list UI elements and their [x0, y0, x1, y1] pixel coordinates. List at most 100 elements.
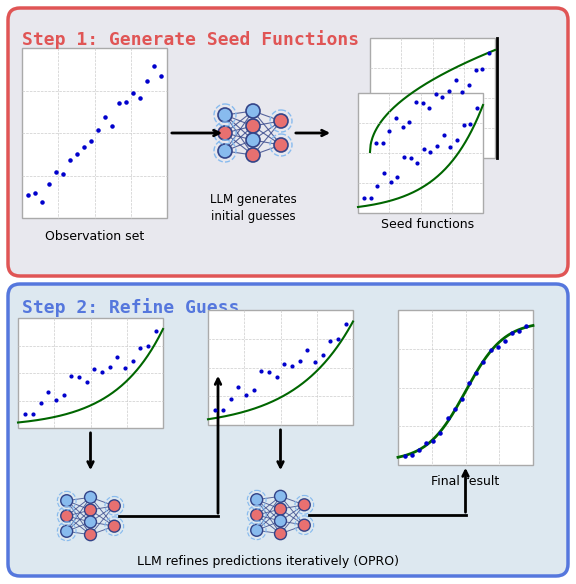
Point: [385, 126, 394, 135]
Point: [135, 93, 145, 102]
Point: [472, 369, 481, 378]
Point: [303, 346, 312, 355]
Circle shape: [275, 503, 286, 515]
Point: [120, 363, 130, 373]
Point: [500, 336, 509, 345]
Point: [451, 75, 460, 85]
Point: [142, 77, 151, 86]
Point: [310, 357, 320, 367]
Point: [464, 81, 473, 90]
Point: [257, 366, 266, 376]
Point: [264, 367, 274, 377]
Point: [406, 153, 415, 162]
Circle shape: [275, 515, 286, 527]
Point: [373, 181, 382, 190]
Point: [459, 121, 468, 130]
Point: [380, 169, 389, 178]
Point: [108, 121, 117, 130]
Point: [433, 142, 442, 151]
Point: [439, 130, 448, 140]
Point: [280, 359, 289, 369]
Circle shape: [274, 138, 288, 152]
Text: Step 2: Refine Guess: Step 2: Refine Guess: [22, 298, 240, 317]
Circle shape: [218, 108, 232, 122]
Point: [100, 112, 109, 121]
Point: [419, 144, 429, 154]
Point: [493, 343, 502, 352]
Circle shape: [275, 491, 286, 502]
Point: [436, 428, 445, 437]
Point: [51, 167, 60, 176]
Circle shape: [85, 491, 96, 503]
Point: [398, 123, 407, 132]
Circle shape: [246, 104, 260, 118]
Point: [30, 188, 39, 197]
Point: [400, 451, 410, 461]
Circle shape: [60, 495, 73, 507]
Point: [136, 343, 145, 353]
Text: Seed functions: Seed functions: [381, 218, 474, 231]
Point: [113, 352, 122, 361]
Point: [58, 170, 67, 179]
FancyBboxPatch shape: [8, 284, 568, 576]
Point: [226, 394, 235, 404]
Circle shape: [251, 493, 263, 506]
Point: [484, 48, 494, 57]
Point: [438, 92, 447, 102]
Circle shape: [275, 528, 286, 540]
Circle shape: [298, 519, 310, 531]
Point: [392, 114, 401, 123]
Circle shape: [251, 509, 263, 521]
Point: [425, 103, 434, 112]
Text: Observation set: Observation set: [45, 230, 144, 243]
Circle shape: [251, 524, 263, 536]
Point: [67, 371, 76, 381]
Circle shape: [85, 529, 96, 541]
Point: [341, 319, 350, 329]
Circle shape: [108, 520, 120, 532]
Point: [86, 137, 96, 146]
Point: [150, 61, 159, 71]
Point: [359, 193, 369, 203]
Point: [128, 357, 137, 366]
Bar: [398, 310, 533, 465]
Point: [431, 89, 441, 99]
Point: [90, 364, 99, 374]
Bar: [370, 38, 495, 158]
Text: LLM generates
initial guesses: LLM generates initial guesses: [210, 193, 297, 223]
Point: [445, 86, 454, 96]
Point: [249, 385, 258, 395]
Point: [143, 342, 153, 351]
Point: [79, 142, 89, 152]
Point: [234, 383, 243, 392]
Point: [429, 436, 438, 446]
Circle shape: [218, 144, 232, 158]
Point: [418, 98, 427, 107]
Point: [443, 413, 452, 423]
Point: [122, 98, 131, 107]
Text: Final result: Final result: [431, 475, 499, 488]
Point: [37, 197, 47, 207]
Point: [326, 336, 335, 346]
Point: [405, 117, 414, 127]
Point: [105, 362, 114, 371]
Point: [211, 406, 220, 415]
Text: Step 1: Generate Seed Functions: Step 1: Generate Seed Functions: [22, 30, 359, 49]
Circle shape: [108, 500, 120, 512]
Bar: [208, 310, 353, 425]
Bar: [358, 93, 483, 213]
Circle shape: [85, 516, 96, 528]
Point: [458, 88, 467, 97]
Circle shape: [246, 133, 260, 147]
Point: [478, 64, 487, 74]
Point: [115, 99, 124, 108]
Point: [486, 345, 495, 354]
Circle shape: [246, 119, 260, 133]
Point: [157, 71, 166, 81]
Point: [128, 89, 138, 98]
FancyBboxPatch shape: [8, 8, 568, 276]
Point: [465, 119, 475, 128]
Circle shape: [85, 504, 96, 516]
Point: [44, 179, 54, 188]
Point: [272, 372, 281, 381]
